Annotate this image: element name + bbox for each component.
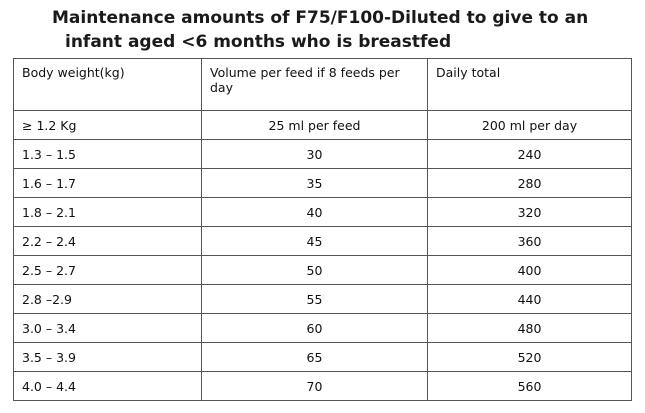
header-volume-per-feed: Volume per feed if 8 feeds per day (201, 58, 428, 111)
table-row: 3.5 – 3.9 65 520 (13, 342, 632, 372)
cell-body-weight: 3.0 – 3.4 (13, 313, 202, 343)
cell-body-weight: 1.3 – 1.5 (13, 139, 202, 169)
table-row: 1.3 – 1.5 30 240 (13, 139, 632, 169)
cell-body-weight: 2.2 – 2.4 (13, 226, 202, 256)
cell-daily-total: 520 (427, 342, 632, 372)
header-daily-total: Daily total (427, 58, 632, 111)
cell-volume: 40 (201, 197, 428, 227)
cell-body-weight: 1.8 – 2.1 (13, 197, 202, 227)
cell-volume: 65 (201, 342, 428, 372)
cell-body-weight: ≥ 1.2 Kg (13, 110, 202, 140)
title-line-2: infant aged <6 months who is breastfed (65, 32, 452, 52)
header-body-weight: Body weight(kg) (13, 58, 202, 111)
maintenance-table: Body weight(kg) Volume per feed if 8 fee… (13, 58, 632, 401)
cell-body-weight: 2.5 – 2.7 (13, 255, 202, 285)
cell-volume: 70 (201, 371, 428, 401)
cell-body-weight: 4.0 – 4.4 (13, 371, 202, 401)
page-title: Maintenance amounts of F75/F100-Diluted … (52, 6, 588, 54)
cell-volume: 45 (201, 226, 428, 256)
cell-volume: 60 (201, 313, 428, 343)
table-header-row: Body weight(kg) Volume per feed if 8 fee… (13, 58, 632, 111)
cell-daily-total: 480 (427, 313, 632, 343)
cell-body-weight: 3.5 – 3.9 (13, 342, 202, 372)
table-row: 1.8 – 2.1 40 320 (13, 197, 632, 227)
table-row: 4.0 – 4.4 70 560 (13, 371, 632, 401)
cell-daily-total: 400 (427, 255, 632, 285)
cell-daily-total: 200 ml per day (427, 110, 632, 140)
cell-daily-total: 560 (427, 371, 632, 401)
cell-body-weight: 1.6 – 1.7 (13, 168, 202, 198)
cell-volume: 30 (201, 139, 428, 169)
cell-daily-total: 320 (427, 197, 632, 227)
table-row: 1.6 – 1.7 35 280 (13, 168, 632, 198)
table-row: 2.8 –2.9 55 440 (13, 284, 632, 314)
cell-volume: 50 (201, 255, 428, 285)
table-row: 2.5 – 2.7 50 400 (13, 255, 632, 285)
cell-volume: 55 (201, 284, 428, 314)
cell-body-weight: 2.8 –2.9 (13, 284, 202, 314)
cell-volume: 35 (201, 168, 428, 198)
title-line-1: Maintenance amounts of F75/F100-Diluted … (52, 8, 589, 28)
table-row: ≥ 1.2 Kg 25 ml per feed 200 ml per day (13, 110, 632, 140)
cell-daily-total: 360 (427, 226, 632, 256)
cell-daily-total: 440 (427, 284, 632, 314)
cell-daily-total: 280 (427, 168, 632, 198)
table-row: 2.2 – 2.4 45 360 (13, 226, 632, 256)
cell-daily-total: 240 (427, 139, 632, 169)
cell-volume: 25 ml per feed (201, 110, 428, 140)
table-row: 3.0 – 3.4 60 480 (13, 313, 632, 343)
